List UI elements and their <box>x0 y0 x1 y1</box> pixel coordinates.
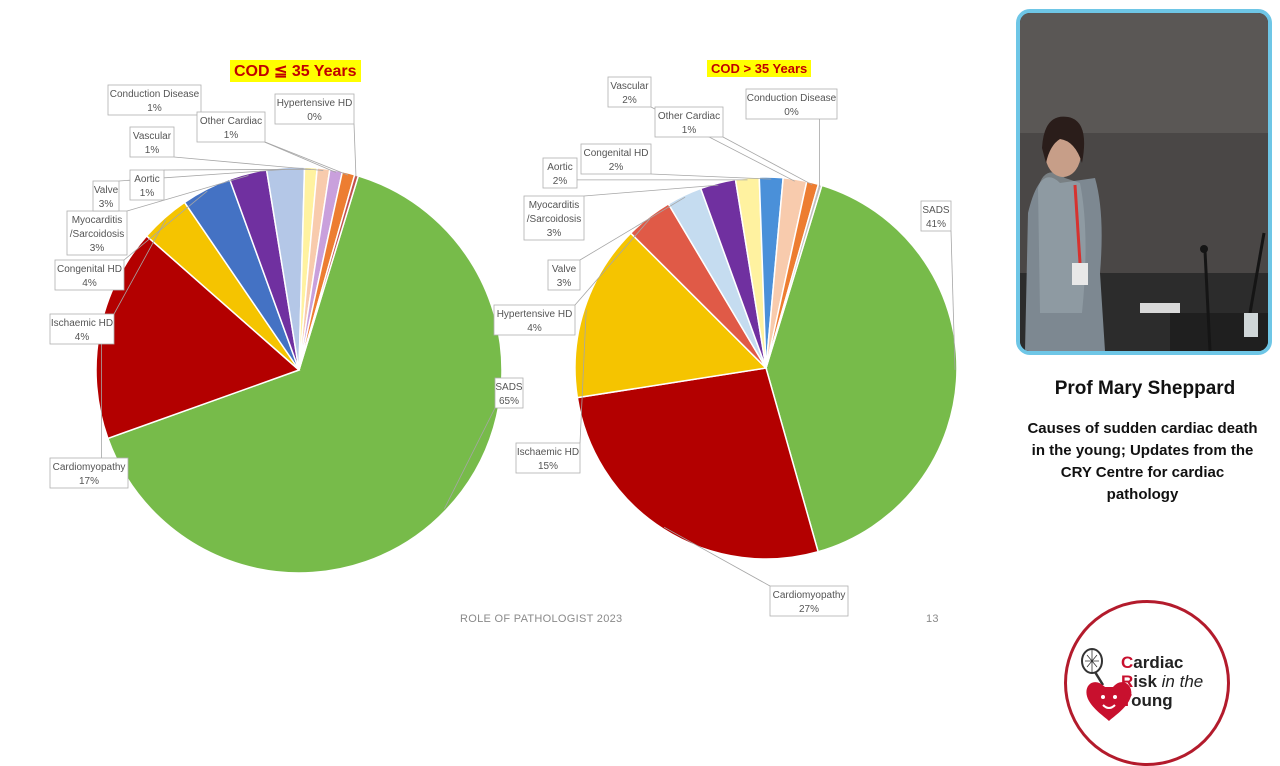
data-label-ischaemic-hd-over-35: Ischaemic HD 15% <box>517 447 579 472</box>
leader-line-ischaemic-hd-over-35 <box>579 309 587 444</box>
heart-racket-icon <box>1081 648 1132 721</box>
data-label-conduction-disease-under-35: Conduction Disease 1% <box>110 89 200 114</box>
leader-line-congenital-hd-over-35 <box>650 173 772 180</box>
pie-slice-sads-over-35 <box>765 184 958 553</box>
logo-initial-r: R <box>1121 672 1134 691</box>
data-label-hypertensive-hd-over-35: Hypertensive HD 4% <box>497 309 573 334</box>
label-box-hypertensive-hd-over-35 <box>493 304 576 336</box>
leader-line-vascular-under-35 <box>173 156 324 171</box>
slide-page-number: 13 <box>926 613 939 625</box>
label-box-vascular-under-35 <box>129 126 175 158</box>
pie-charts: SADS 65% Cardiomyopathy 17% Ischaemic HD 4% Co… <box>49 76 958 617</box>
label-box-aortic-under-35 <box>129 169 165 201</box>
speaker-name: Prof Mary Sheppard <box>1054 378 1236 399</box>
logo-initial-y: Y <box>1121 691 1132 710</box>
leader-line-myocarditis-sarcoidosis-over-35 <box>583 184 719 197</box>
pie-slice-sads-under-35 <box>106 174 503 574</box>
chart-title-under-35: COD ≦ 35 Years <box>230 60 361 82</box>
speaker-video-image <box>1020 13 1268 351</box>
leader-line-other-cardiac-over-35 <box>722 136 813 186</box>
leader-line-sads-over-35 <box>950 230 956 370</box>
data-label-congenital-hd-over-35: Congenital HD 2% <box>583 148 648 173</box>
data-label-myocarditis-sarcoidosis-under-35: Myocarditis/Sarcoidosis 3% <box>70 215 124 254</box>
data-label-myocarditis-sarcoidosis-over-35: Myocarditis/Sarcoidosis 3% <box>527 200 581 239</box>
logo-word-in-the: in the <box>1161 672 1204 691</box>
label-box-conduction-disease-over-35 <box>745 88 838 120</box>
label-box-ischaemic-hd-under-35 <box>49 313 115 345</box>
data-label-sads-over-35: SADS 41% <box>922 205 950 230</box>
leader-line-congenital-hd-under-35 <box>123 190 208 261</box>
data-label-vascular-under-35: Vascular 1% <box>133 131 172 156</box>
data-label-vascular-over-35: Vascular 2% <box>610 81 649 106</box>
leader-line-valve-over-35 <box>579 196 686 261</box>
talk-title: Causes of sudden cardiac death in the yo… <box>1027 420 1258 503</box>
label-box-conduction-disease-under-35 <box>107 84 202 116</box>
pie-slice-cardiomyopathy-over-35 <box>576 367 820 560</box>
cry-logo-text: Cardiac Risk in the Young <box>1121 653 1203 710</box>
data-label-other-cardiac-over-35: Other Cardiac 1% <box>658 111 720 136</box>
speaker-video <box>1016 9 1272 355</box>
label-box-vascular-over-35 <box>607 76 652 108</box>
logo-word-isk: isk <box>1133 672 1157 691</box>
label-box-other-cardiac-over-35 <box>654 106 724 138</box>
data-label-cardiomyopathy-over-35: Cardiomyopathy 27% <box>773 590 846 615</box>
data-label-other-cardiac-under-35: Other Cardiac 1% <box>200 116 262 141</box>
leader-line-myocarditis-sarcoidosis-under-35 <box>126 175 249 212</box>
label-box-cardiomyopathy-under-35 <box>49 457 129 489</box>
data-label-aortic-under-35: Aortic 1% <box>134 174 160 199</box>
label-box-myocarditis-sarcoidosis-over-35 <box>523 195 585 241</box>
label-box-other-cardiac-under-35 <box>196 111 266 143</box>
logo-initial-c: C <box>1121 653 1134 672</box>
leader-line-cardiomyopathy-over-35 <box>663 526 771 587</box>
label-box-myocarditis-sarcoidosis-under-35 <box>66 210 128 256</box>
label-box-congenital-hd-over-35 <box>580 143 652 175</box>
label-box-hypertensive-hd-under-35 <box>274 93 355 125</box>
data-label-sads-under-35: SADS 65% <box>495 382 523 407</box>
data-label-aortic-over-35: Aortic 2% <box>547 162 573 187</box>
label-box-cardiomyopathy-over-35 <box>769 585 849 617</box>
pie-slice-hypertensive-hd-under-35 <box>298 173 360 371</box>
data-label-cardiomyopathy-under-35: Cardiomyopathy 17% <box>53 462 126 487</box>
leader-line-hypertensive-hd-under-35 <box>353 123 357 178</box>
pie-slice-conduction-disease-over-35 <box>765 183 823 369</box>
data-label-valve-over-35: Valve 3% <box>552 264 577 289</box>
leader-line-other-cardiac-under-35 <box>264 141 349 176</box>
leader-line-ischaemic-hd-under-35 <box>113 219 167 315</box>
logo-word-oung: oung <box>1131 691 1173 710</box>
label-box-aortic-over-35 <box>542 157 578 189</box>
data-label-ischaemic-hd-under-35: Ischaemic HD 4% <box>51 318 113 343</box>
data-label-valve-under-35: Valve 3% <box>94 185 119 210</box>
data-label-congenital-hd-under-35: Congenital HD 4% <box>57 264 122 289</box>
logo-word-ardiac: ardiac <box>1133 653 1184 672</box>
chart-title-over-35: COD > 35 Years <box>707 60 812 77</box>
slide-footer: ROLE OF PATHOLOGIST 2023 <box>460 613 623 625</box>
label-box-valve-over-35 <box>547 259 581 291</box>
label-box-congenital-hd-under-35 <box>54 259 125 291</box>
cry-logo: Cardiac Risk in the Young <box>1064 600 1230 766</box>
pie-chart-over-35: SADS 41% Cardiomyopathy 27% Ischaemic HD 15% H… <box>493 76 958 617</box>
label-box-sads-under-35 <box>494 377 524 409</box>
leader-line-sads-under-35 <box>444 407 496 509</box>
data-label-conduction-disease-over-35: Conduction Disease 0% <box>747 93 837 118</box>
label-box-valve-under-35 <box>92 180 120 212</box>
pie-slice-ischaemic-hd-over-35 <box>574 232 768 399</box>
label-box-sads-over-35 <box>920 200 952 232</box>
pie-chart-under-35: SADS 65% Cardiomyopathy 17% Ischaemic HD 4% Co… <box>49 84 524 574</box>
leader-line-hypertensive-hd-over-35 <box>574 218 651 306</box>
presentation-slide: SADS 65% Cardiomyopathy 17% Ischaemic HD 4% Co… <box>49 60 958 625</box>
data-label-hypertensive-hd-under-35: Hypertensive HD 0% <box>277 98 353 123</box>
leader-line-aortic-under-35 <box>163 168 311 171</box>
label-box-ischaemic-hd-over-35 <box>515 442 581 474</box>
